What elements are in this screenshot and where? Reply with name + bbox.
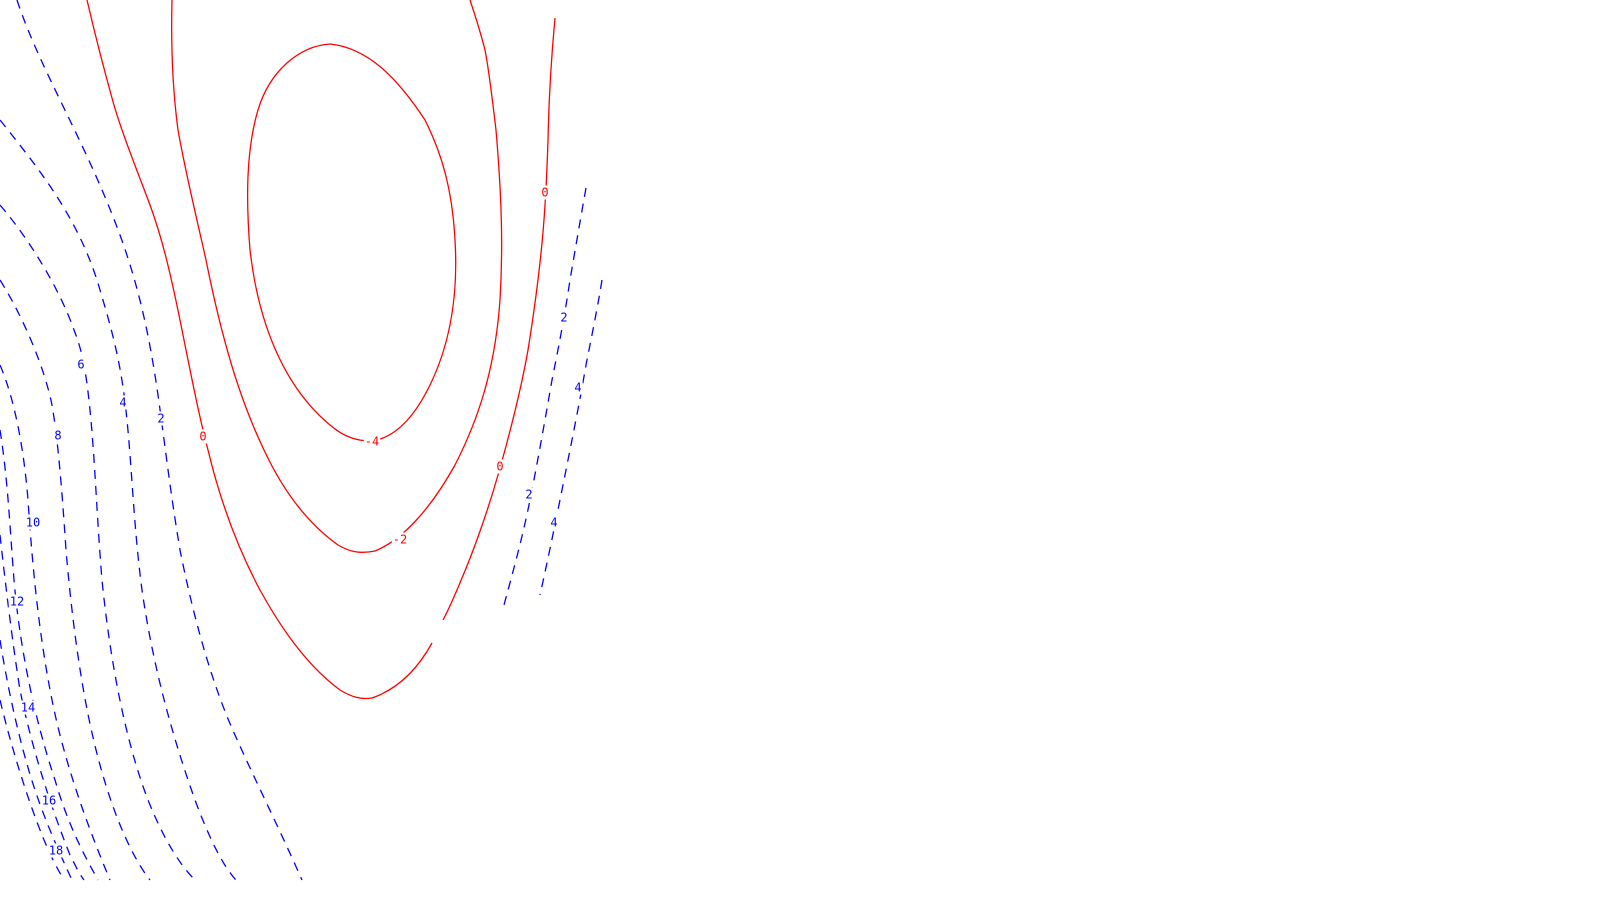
contour-label-18: 18 xyxy=(49,844,63,858)
contour-label-4-left: 4 xyxy=(119,396,126,410)
contour-label-gap xyxy=(549,515,559,530)
contour-label-gap xyxy=(198,429,208,444)
contour-line-18 xyxy=(0,699,65,881)
contour-label-0-left: 0 xyxy=(199,430,206,444)
contour-label-gap xyxy=(524,487,534,502)
contour-line-14 xyxy=(0,534,85,881)
contour-line-4-right xyxy=(539,279,603,596)
contour-label-12: 12 xyxy=(10,595,24,609)
contour-label-8: 8 xyxy=(54,429,61,443)
contour-label-4-right-low: 4 xyxy=(550,516,557,530)
contour-label-4-right-high: 4 xyxy=(574,381,581,395)
contour-label-16: 16 xyxy=(42,794,56,808)
contour-label-2-left: 2 xyxy=(157,412,164,426)
contour-label-6: 6 xyxy=(77,358,84,372)
contour-label-gap xyxy=(76,357,86,372)
contour-label-gap xyxy=(8,594,26,609)
contour-line-4-left xyxy=(0,119,237,881)
contour-label-gap xyxy=(24,515,42,530)
contour-line-12 xyxy=(0,429,99,881)
contour-line-neg4 xyxy=(246,43,457,442)
contour-label-gap xyxy=(40,793,58,808)
contour-line-2-left xyxy=(16,0,303,881)
contour-label-gap xyxy=(53,428,63,443)
contour-label-gap xyxy=(495,459,505,474)
contour-label-2-right-high: 2 xyxy=(560,311,567,325)
contour-label-gap xyxy=(391,532,409,547)
contour-label-gap xyxy=(559,310,569,325)
contour-label-0-right-low: 0 xyxy=(496,460,503,474)
contour-label-gap xyxy=(118,395,128,410)
contour-label-gap xyxy=(47,843,65,858)
contour-label-gap xyxy=(156,411,166,426)
contour-line-0-left xyxy=(86,0,433,700)
contour-line-16 xyxy=(0,639,73,881)
contour-label-0-right-high: 0 xyxy=(541,186,548,200)
contour-label-gap xyxy=(573,380,583,395)
contour-label-gap xyxy=(363,434,381,449)
contour-line-neg2 xyxy=(171,0,503,553)
contour-label-10: 10 xyxy=(26,516,40,530)
contour-label-14: 14 xyxy=(21,701,35,715)
contour-line-10 xyxy=(0,364,111,881)
contour-label-2-right-low: 2 xyxy=(525,488,532,502)
contour-label-gap xyxy=(19,700,37,715)
contour-line-8 xyxy=(0,279,151,881)
contour-label-gap xyxy=(540,185,550,200)
contour-label-neg4: -4 xyxy=(365,435,379,449)
contour-label-neg2: -2 xyxy=(393,533,407,547)
contour-line-6 xyxy=(0,204,196,881)
contour-line-2-right xyxy=(503,187,587,606)
contour-line-0-right xyxy=(442,17,556,621)
contour-labels: -4 -2 0 0 0 2 4 6 8 10 12 14 16 18 2 2 4… xyxy=(8,185,583,858)
